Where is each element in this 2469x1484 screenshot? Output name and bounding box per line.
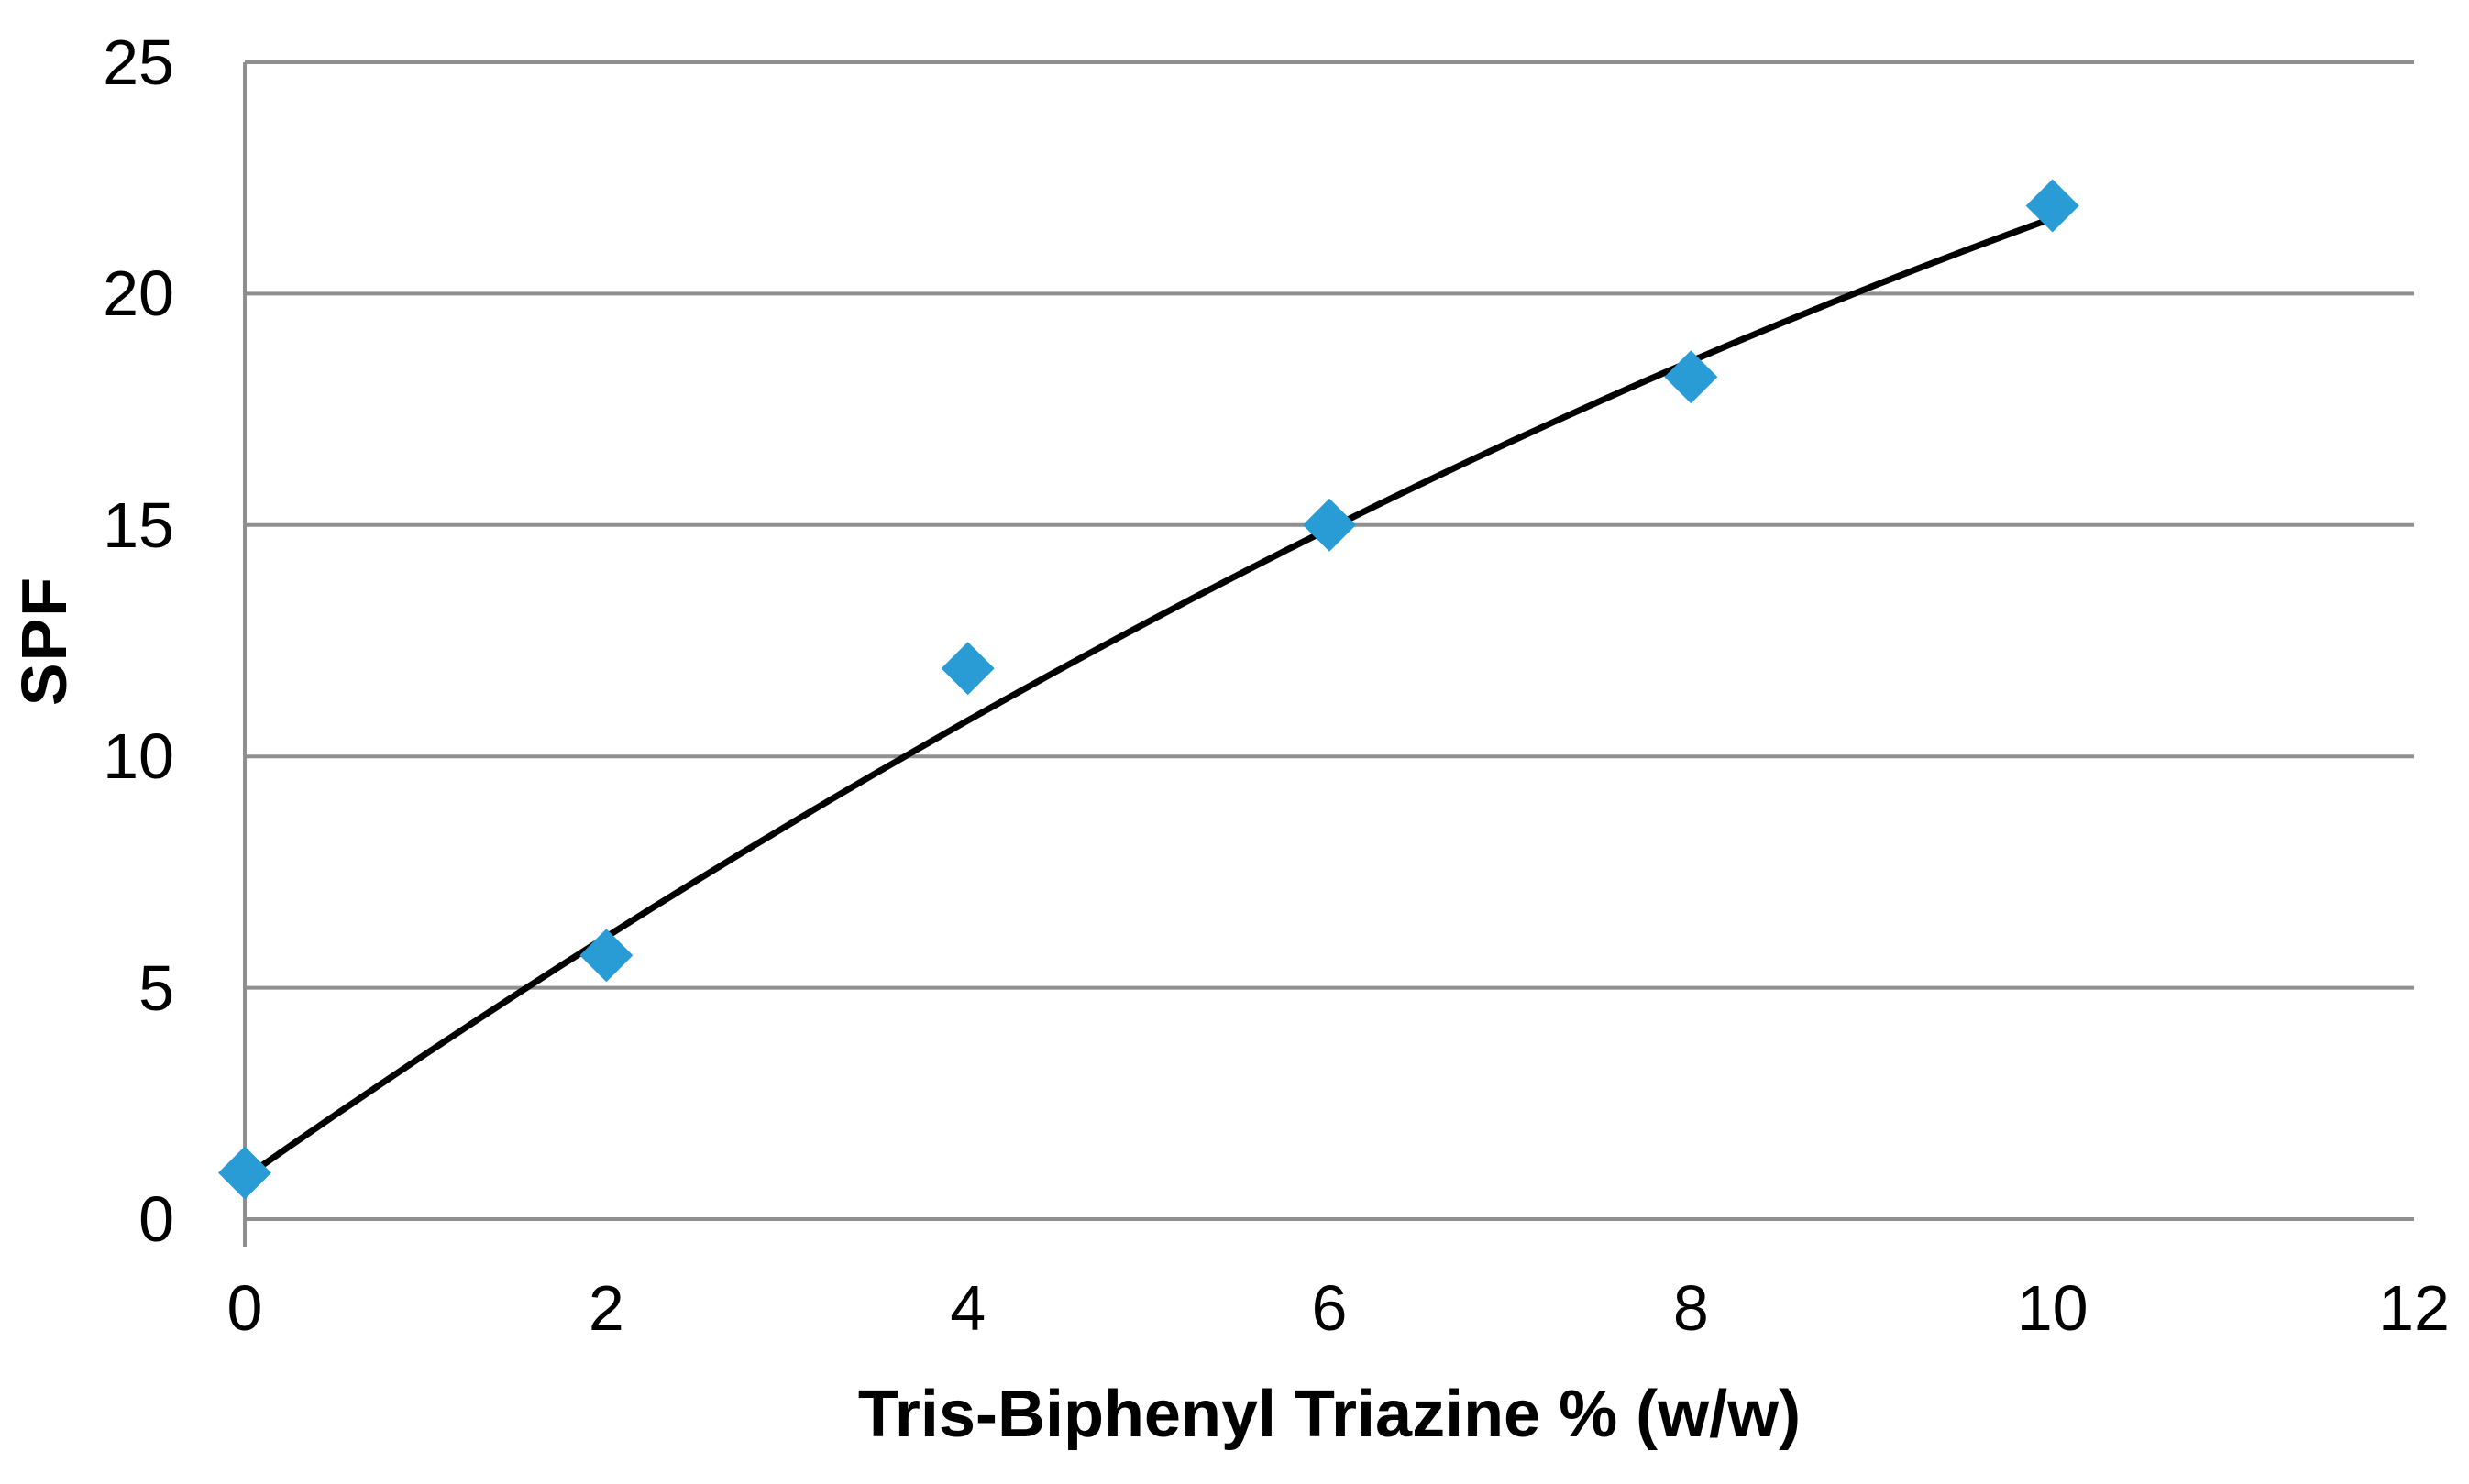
y-axis-title: SPF — [8, 575, 80, 707]
x-tick-label: 6 — [1311, 1272, 1348, 1344]
data-point-diamond — [579, 929, 634, 983]
y-tick-label: 15 — [103, 489, 174, 561]
y-tick-label: 20 — [103, 258, 174, 330]
data-point-diamond — [218, 1146, 271, 1200]
y-tick-label: 5 — [138, 951, 174, 1024]
y-tick-label: 25 — [103, 27, 174, 98]
x-tick-label: 2 — [588, 1272, 624, 1344]
x-tick-label: 8 — [1672, 1272, 1709, 1344]
data-point-diamond — [1664, 350, 1718, 404]
data-point-diamond — [941, 642, 995, 696]
data-point-diamond — [2025, 179, 2079, 233]
data-point-diamond — [1303, 498, 1356, 552]
trend-line — [241, 214, 2056, 1182]
y-tick-label: 10 — [103, 720, 174, 793]
x-tick-label: 0 — [226, 1272, 263, 1344]
x-axis-title: Tris-Biphenyl Triazine % (w/w) — [857, 1378, 1802, 1451]
x-tick-label: 10 — [2016, 1272, 2089, 1344]
x-tick-label: 4 — [950, 1272, 986, 1344]
x-tick-label: 12 — [2378, 1272, 2450, 1344]
y-tick-label: 0 — [138, 1183, 174, 1255]
